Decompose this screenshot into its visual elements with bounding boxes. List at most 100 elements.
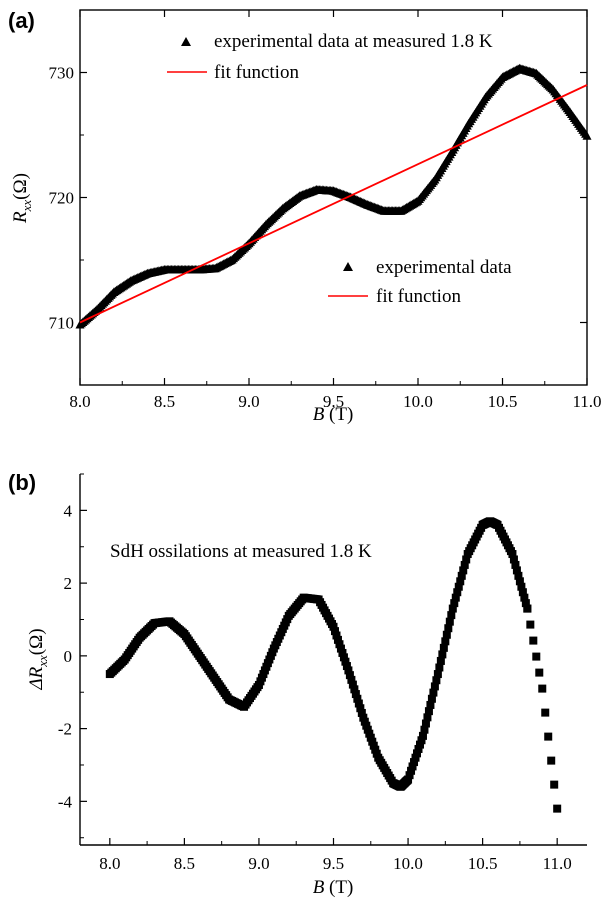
- data-point-square: [344, 666, 353, 675]
- y-tick-label: 710: [49, 314, 75, 333]
- data-point-square: [339, 653, 348, 662]
- data-point-square: [453, 588, 462, 597]
- panel-b-ticks: [80, 473, 558, 845]
- panel-b-data: [105, 517, 562, 813]
- panel-a-plot-frame: [79, 9, 588, 386]
- data-point-square: [511, 560, 520, 569]
- panel-a-legend-top: experimental data at measured 1.8 K fit …: [167, 31, 493, 83]
- data-point-square: [421, 719, 430, 728]
- data-point-square: [413, 749, 422, 758]
- data-point-square: [538, 684, 547, 693]
- panel-b-x-tick-labels: 8.0 8.5 9.0 9.5 10.0 10.5 11.0: [99, 854, 572, 873]
- data-point-square: [448, 604, 457, 613]
- x-tick-label: 9.5: [323, 392, 344, 411]
- data-point-square: [457, 571, 466, 580]
- panel-b-label: (b): [8, 470, 36, 495]
- data-point-square: [411, 753, 420, 762]
- data-point-square: [420, 725, 429, 734]
- data-point-square: [517, 582, 526, 591]
- data-point-square: [351, 690, 360, 699]
- data-point-square: [547, 756, 556, 765]
- data-point-square: [435, 663, 444, 672]
- data-point-square: [345, 671, 354, 680]
- data-point-square: [462, 555, 471, 564]
- panel-a-label: (a): [8, 8, 35, 33]
- data-point-square: [459, 566, 468, 575]
- data-point-square: [418, 731, 427, 740]
- data-point-square: [447, 611, 456, 620]
- x-tick-label: 8.0: [99, 854, 120, 873]
- data-point-square: [523, 604, 532, 613]
- data-point-square: [529, 636, 538, 645]
- data-point-square: [532, 652, 541, 661]
- data-point-square: [414, 744, 423, 753]
- data-point-square: [512, 566, 521, 575]
- data-point-square: [371, 745, 380, 754]
- y-tick-label: 2: [64, 574, 73, 593]
- data-point-square: [450, 599, 459, 608]
- legend-top-experimental-label: experimental data at measured 1.8 K: [214, 31, 493, 52]
- data-point-square: [526, 620, 535, 629]
- data-point-square: [433, 670, 442, 679]
- data-point-square: [405, 771, 414, 780]
- data-point-square: [423, 713, 432, 722]
- data-point-square: [426, 700, 435, 709]
- data-point-square: [436, 656, 445, 665]
- data-point-square: [427, 694, 436, 703]
- data-point-square: [348, 680, 357, 689]
- data-point-triangle: [582, 131, 592, 140]
- data-point-square: [368, 737, 377, 746]
- legend-top-triangle-marker: [181, 37, 191, 46]
- data-point-square: [372, 749, 381, 758]
- data-point-square: [356, 704, 365, 713]
- y-tick-label: -2: [58, 720, 72, 739]
- data-point-square: [363, 725, 372, 734]
- data-point-square: [329, 622, 338, 631]
- legend-top-fit-label: fit function: [214, 62, 299, 83]
- data-point-square: [439, 643, 448, 652]
- data-point-square: [535, 668, 544, 677]
- data-point-square: [410, 758, 419, 767]
- panel-a: (a) 8.0 8.5 9.0 9.5 10.0 10.5 11.0 710 720 730 e…: [8, 8, 602, 425]
- data-point-square: [336, 644, 345, 653]
- panel-a-y-axis-label: Rxx(Ω): [10, 173, 34, 224]
- data-point-square: [417, 736, 426, 745]
- x-tick-label: 10.5: [468, 854, 498, 873]
- data-point-square: [332, 631, 341, 640]
- data-point-square: [341, 657, 350, 666]
- data-point-square: [441, 637, 450, 646]
- data-point-square: [429, 688, 438, 697]
- y-tick-label: 720: [49, 189, 75, 208]
- x-tick-label: 9.0: [238, 392, 259, 411]
- panel-a-y-tick-labels: 710 720 730: [49, 64, 75, 333]
- data-point-square: [451, 593, 460, 602]
- data-point-square: [360, 717, 369, 726]
- x-tick-label: 10.5: [488, 392, 518, 411]
- data-point-square: [550, 780, 559, 789]
- panel-a-ticks: [79, 9, 588, 386]
- legend-mid-experimental-label: experimental data: [376, 257, 512, 278]
- x-tick-label: 10.0: [403, 392, 433, 411]
- data-point-square: [432, 676, 441, 685]
- data-point-square: [353, 694, 362, 703]
- panel-b-annotation: SdH ossilations at measured 1.8 K: [110, 541, 372, 562]
- data-point-square: [456, 577, 465, 586]
- data-point-square: [333, 635, 342, 644]
- panel-a-x-axis-label: B (T): [313, 404, 354, 425]
- data-point-square: [454, 582, 463, 591]
- legend-mid-fit-label: fit function: [376, 286, 461, 307]
- y-tick-label: 0: [64, 647, 73, 666]
- x-tick-label: 11.0: [572, 392, 601, 411]
- data-point-square: [508, 550, 517, 559]
- data-point-square: [518, 588, 527, 597]
- legend-mid-triangle-marker: [343, 262, 353, 271]
- data-point-square: [342, 662, 351, 671]
- data-point-square: [359, 713, 368, 722]
- data-point-square: [430, 682, 439, 691]
- data-point-square: [347, 675, 356, 684]
- data-point-square: [404, 775, 413, 784]
- data-point-square: [442, 630, 451, 639]
- x-tick-label: 8.0: [69, 392, 90, 411]
- data-point-square: [438, 650, 447, 659]
- data-point-square: [357, 708, 366, 717]
